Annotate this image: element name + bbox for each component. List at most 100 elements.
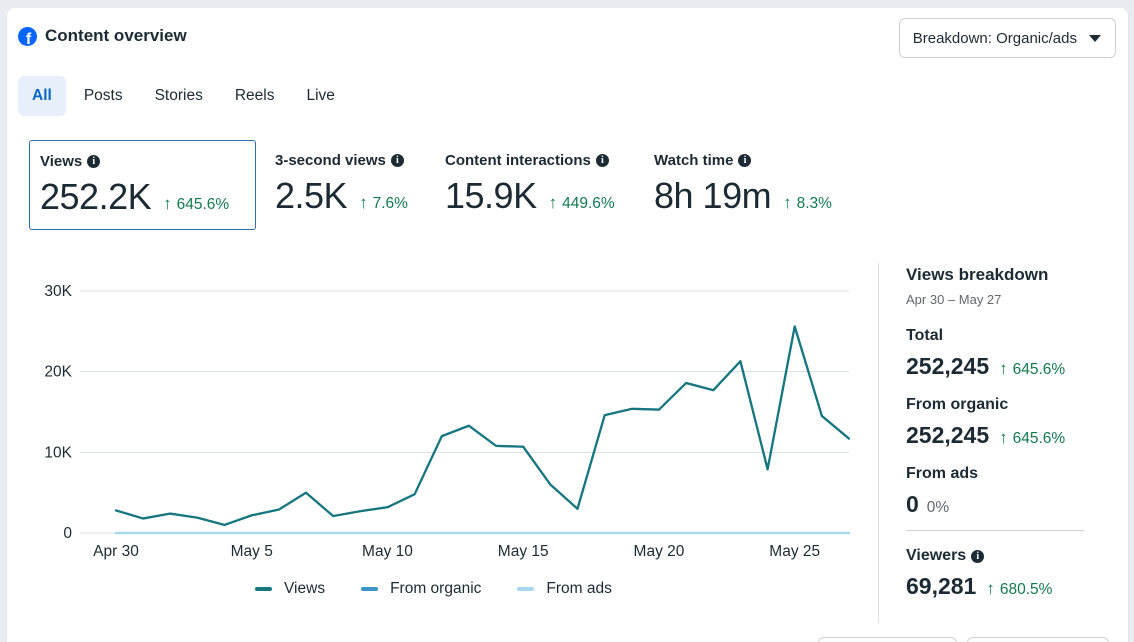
series-line-views <box>114 325 851 527</box>
breakdown-label: Total <box>906 327 944 344</box>
data-point <box>709 386 717 394</box>
tab-posts[interactable]: Posts <box>83 87 123 104</box>
y-tick-label: 20K <box>44 364 72 381</box>
content-type-tabs: All Posts Stories Reels Live <box>18 76 349 116</box>
info-icon[interactable]: i <box>87 155 101 168</box>
metric-content-interactions[interactable]: Content interactions i 15.9K ↑ 449.6% <box>435 140 640 230</box>
breakdown-change-value: 645.6% <box>1012 430 1066 447</box>
data-point <box>139 514 147 522</box>
data-point <box>736 357 744 365</box>
breakdown-ads: From ads 0 0% <box>906 465 1092 518</box>
breakdown-dropdown[interactable]: Breakdown: Organic/ads <box>898 18 1116 58</box>
metric-label: 3-second views <box>275 152 386 169</box>
data-point <box>329 512 337 520</box>
data-point <box>791 322 799 330</box>
metric-change: ↑ 7.6% <box>359 193 408 213</box>
metric-change: ↑ 449.6% <box>549 193 615 213</box>
data-point <box>682 379 690 387</box>
data-point <box>193 514 201 522</box>
metric-value-row: 8h 19m ↑ 8.3% <box>654 175 844 217</box>
data-point <box>411 490 419 498</box>
metric-change: ↑ 8.3% <box>783 193 832 213</box>
metric-label: Watch time <box>654 152 734 169</box>
x-tick-label: May 5 <box>231 543 273 560</box>
chart-legend: Views From organic From ads <box>255 580 612 598</box>
breakdown-value-row: 252,245 ↑ 645.6% <box>906 353 1092 380</box>
caret-down-icon <box>1089 35 1101 42</box>
x-tick-label: May 25 <box>769 543 820 560</box>
data-point <box>764 465 772 473</box>
data-point <box>818 412 826 420</box>
legend-swatch <box>255 587 272 591</box>
info-icon[interactable]: i <box>390 154 404 167</box>
data-point <box>546 481 554 489</box>
data-point <box>166 510 174 518</box>
data-point <box>628 405 636 413</box>
legend-swatch <box>517 587 535 591</box>
breakdown-change-value: 645.6% <box>1012 361 1066 378</box>
metric-watch-time[interactable]: Watch time i 8h 19m ↑ 8.3% <box>644 140 854 230</box>
breakdown-value: 252,245 <box>906 422 990 448</box>
breakdown-divider <box>906 530 1084 531</box>
info-icon[interactable]: i <box>595 154 609 167</box>
legend-swatch <box>361 587 379 591</box>
footer-button[interactable] <box>967 637 1109 642</box>
tab-reels[interactable]: Reels <box>234 87 275 104</box>
arrow-up-icon: ↑ <box>999 359 1008 378</box>
data-point <box>601 411 609 419</box>
facebook-icon: f <box>18 26 37 46</box>
data-point <box>302 489 310 497</box>
footer-button[interactable] <box>818 637 957 642</box>
breakdown-value: 0 <box>906 491 919 517</box>
arrow-up-icon: ↑ <box>163 194 172 213</box>
metric-change-value: 645.6% <box>176 196 230 213</box>
metric-label-row: Content interactions i <box>445 152 630 169</box>
metric-label-row: Views i <box>40 153 245 170</box>
views-line-chart[interactable]: 0 10K 20K 30K Apr 30 May 5 May 10 May 15 May 20 M… <box>0 0 870 642</box>
breakdown-label-row: Viewers i <box>906 547 1092 565</box>
data-point <box>574 505 582 513</box>
metric-value: 252.2K <box>40 176 152 217</box>
content-overview-card <box>7 8 1128 642</box>
tab-live[interactable]: Live <box>306 87 335 104</box>
breakdown-value-row: 252,245 ↑ 645.6% <box>906 422 1092 449</box>
legend-item-from-ads[interactable]: From ads <box>517 580 612 598</box>
breakdown-label: Viewers <box>906 547 967 564</box>
metric-value-row: 15.9K ↑ 449.6% <box>445 175 630 217</box>
legend-item-views[interactable]: Views <box>255 580 325 598</box>
data-point <box>492 442 500 450</box>
arrow-up-icon: ↑ <box>783 193 792 212</box>
metric-views[interactable]: Views i 252.2K ↑ 645.6% <box>29 140 256 230</box>
x-tick-label: May 20 <box>634 543 685 560</box>
data-point <box>519 443 527 451</box>
info-icon[interactable]: i <box>971 549 985 563</box>
data-point <box>845 435 853 443</box>
arrow-up-icon: ↑ <box>999 428 1008 447</box>
breakdown-label: From ads <box>906 465 979 482</box>
metric-3-second-views[interactable]: 3-second views i 2.5K ↑ 7.6% <box>265 140 430 230</box>
data-point <box>465 422 473 430</box>
metric-value: 2.5K <box>275 175 348 216</box>
tab-stories[interactable]: Stories <box>154 87 203 104</box>
metric-change: ↑ 645.6% <box>163 194 229 214</box>
breakdown-label: From organic <box>906 396 1009 413</box>
breakdown-total: Total 252,245 ↑ 645.6% <box>906 327 1092 380</box>
panel-divider <box>878 263 879 623</box>
metric-label-row: 3-second views i <box>275 152 420 169</box>
views-breakdown-panel: Views breakdown Apr 30 – May 27 Total 25… <box>906 265 1092 600</box>
metric-value: 15.9K <box>445 175 537 216</box>
y-tick-label: 10K <box>44 444 72 461</box>
tab-all[interactable]: All <box>18 76 66 116</box>
breakdown-title: Views breakdown <box>906 265 1049 284</box>
metric-change-value: 7.6% <box>372 195 408 212</box>
breakdown-change: ↑ 680.5% <box>986 579 1052 599</box>
data-point <box>438 432 446 440</box>
legend-item-from-organic[interactable]: From organic <box>361 580 481 598</box>
breakdown-viewers: Viewers i 69,281 ↑ 680.5% <box>906 547 1092 600</box>
legend-label: From ads <box>546 580 612 597</box>
x-tick-label: May 15 <box>498 543 549 560</box>
data-point <box>275 506 283 514</box>
breakdown-change: 0% <box>926 499 950 516</box>
info-icon[interactable]: i <box>738 154 752 167</box>
metric-label: Views <box>40 153 83 170</box>
